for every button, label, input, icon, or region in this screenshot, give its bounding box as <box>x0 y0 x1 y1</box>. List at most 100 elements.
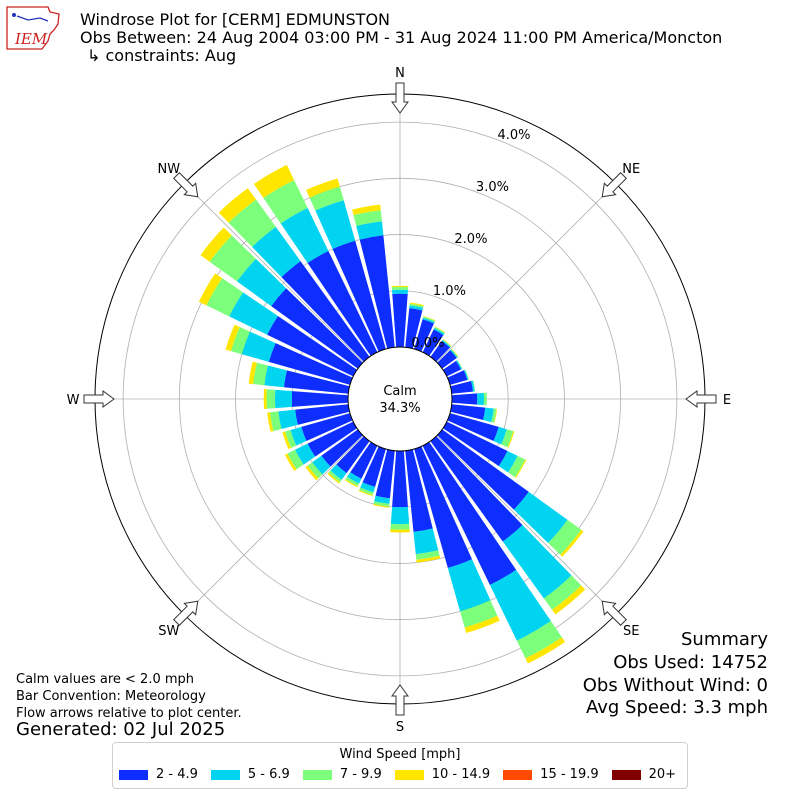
windrose-bar-segment <box>502 524 572 599</box>
windrose-bar-segment <box>271 288 363 369</box>
windrose-bar-segment <box>315 200 356 250</box>
windrose-bar-segment <box>263 180 308 224</box>
windrose-bar-segment <box>390 506 410 525</box>
flow-arrow-icon <box>391 82 409 114</box>
radial-tick-label: 3.0% <box>476 180 509 195</box>
windrose-bar-segment <box>464 615 500 633</box>
summary-obs-without-wind: Obs Without Wind: 0 <box>582 675 768 696</box>
windrose-bar-segment <box>225 324 240 352</box>
flow-arrow-icon <box>83 390 115 408</box>
legend-swatch <box>302 770 332 780</box>
windrose-bar-segment <box>284 453 297 471</box>
windrose-bar-segment <box>414 319 434 352</box>
grid-spoke <box>184 435 364 615</box>
legend-item: 15 - 19.9 <box>503 767 599 783</box>
radial-tick-label: 0.0% <box>411 336 444 351</box>
windrose-bar-segment <box>423 315 436 321</box>
legend-swatch <box>503 770 533 780</box>
windrose-bar-segment <box>409 305 424 311</box>
windrose-bar-segment <box>359 487 374 496</box>
windrose-bar-segment <box>274 389 293 409</box>
windrose-bar-segment <box>447 413 499 442</box>
windrose-bar-segment <box>328 470 342 483</box>
windrose-bar-segment <box>405 449 433 532</box>
windrose-bar-segment <box>415 550 440 560</box>
windrose-bar-segment <box>200 227 232 262</box>
direction-label: N <box>395 66 405 81</box>
windrose-bar-segment <box>268 343 353 385</box>
windrose-bar-segment <box>392 293 408 348</box>
direction-label: E <box>723 393 731 408</box>
windrose-bar-segment <box>413 528 439 555</box>
windrose-bar-segment <box>248 361 257 385</box>
generated-date: Generated: 02 Jul 2025 <box>16 719 226 740</box>
windrose-bar-segment <box>443 360 461 377</box>
legend: Wind Speed [mph] 2 - 4.9 5 - 6.9 7 - 9.9… <box>112 742 688 789</box>
windrose-bar-segment <box>460 600 498 628</box>
windrose-bar-segment <box>327 472 340 484</box>
windrose-bar-segment <box>253 362 268 386</box>
windrose-bar-segment <box>281 261 370 362</box>
windrose-bar-segment <box>352 204 381 216</box>
summary-title: Summary <box>681 629 768 650</box>
windrose-bar-segment <box>253 164 295 198</box>
windrose-bar-segment <box>416 555 441 563</box>
windrose-bar-segment <box>359 235 395 349</box>
windrose-bar-segment <box>283 370 350 394</box>
direction-label: SE <box>623 624 639 639</box>
windrose-bar-segment <box>442 339 452 347</box>
windrose-bar-segment <box>266 389 276 409</box>
windrose-bar-segment <box>356 221 384 240</box>
legend-item: 5 - 6.9 <box>210 767 290 783</box>
windrose-bar-segment <box>391 286 409 290</box>
flow-note: Flow arrows relative to plot center. <box>16 706 242 721</box>
chart-subtitle: Obs Between: 24 Aug 2004 03:00 PM - 31 A… <box>80 28 723 47</box>
windrose-bar-segment <box>358 490 373 497</box>
legend-item: 20+ <box>611 767 676 783</box>
grid-spoke <box>436 435 616 615</box>
windrose-bar-segment <box>491 408 497 423</box>
summary-obs-used: Obs Used: 14752 <box>613 652 768 673</box>
direction-label: S <box>396 720 404 735</box>
windrose-bar-segment <box>321 429 363 467</box>
windrose-bar-segment <box>264 365 287 388</box>
windrose-bar-segment <box>241 331 276 362</box>
windrose-bar-segment <box>515 459 527 478</box>
windrose-bar-segment <box>489 569 551 641</box>
windrose-bar-segment <box>483 407 494 423</box>
direction-label: W <box>67 393 80 408</box>
windrose-bar-segment <box>307 421 357 457</box>
legend-item: 2 - 4.9 <box>119 767 198 783</box>
windrose-bar-segment <box>456 359 463 370</box>
windrose-bar-segment <box>433 327 445 336</box>
windrose-bar-segment <box>291 391 349 407</box>
windrose-bar-segment <box>344 479 358 488</box>
windrose-bar-segment <box>353 210 382 226</box>
legend-items: 2 - 4.9 5 - 6.9 7 - 9.9 10 - 14.9 15 - 1… <box>119 767 689 783</box>
windrose-bar-segment <box>471 380 475 392</box>
windrose-bar-segment <box>560 529 584 557</box>
windrose-bar-segment <box>230 326 251 355</box>
windrose-bar-segment <box>463 369 469 380</box>
windrose-bar-segment <box>312 455 331 475</box>
windrose-bar-segment <box>307 462 323 479</box>
windrose-bar-segment <box>278 409 298 429</box>
windrose-bar-segment <box>516 621 562 659</box>
windrose-bar-segment <box>501 429 514 448</box>
direction-label: NW <box>157 162 180 177</box>
windrose-bar-segment <box>450 404 486 421</box>
windrose-bar-segment <box>525 637 566 664</box>
windrose-bar-segment <box>450 381 473 394</box>
windrose-bar-segment <box>373 501 390 507</box>
windrose-bar-segment <box>434 326 446 333</box>
windrose-bar-segment <box>498 450 518 473</box>
windrose-bar-segment <box>345 476 360 487</box>
windrose-bar-segment <box>252 226 301 278</box>
flow-arrow-icon <box>173 600 199 626</box>
windrose-bar-segment <box>442 339 452 347</box>
windrose-bar-segment <box>456 360 463 370</box>
grid-spoke <box>436 183 616 363</box>
windrose-bar-segment <box>336 436 370 474</box>
windrose-bar-segment <box>447 559 491 612</box>
windrose-bar-segment <box>477 392 485 406</box>
